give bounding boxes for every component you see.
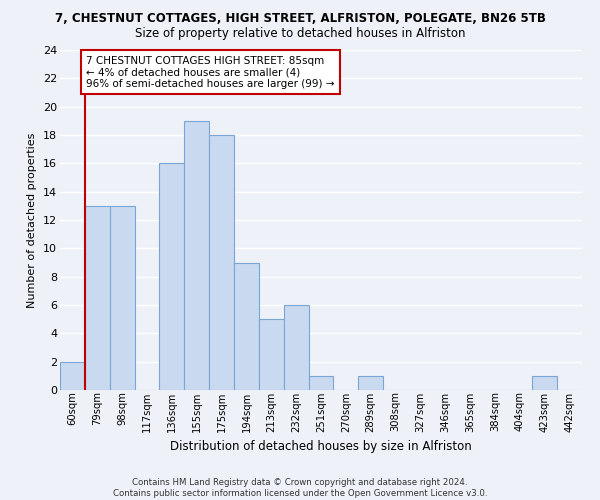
Bar	[184, 121, 209, 390]
Text: Contains HM Land Registry data © Crown copyright and database right 2024.
Contai: Contains HM Land Registry data © Crown c…	[113, 478, 487, 498]
Y-axis label: Number of detached properties: Number of detached properties	[28, 132, 37, 308]
Text: Size of property relative to detached houses in Alfriston: Size of property relative to detached ho…	[135, 28, 465, 40]
Bar	[284, 305, 308, 390]
Text: 7 CHESTNUT COTTAGES HIGH STREET: 85sqm
← 4% of detached houses are smaller (4)
9: 7 CHESTNUT COTTAGES HIGH STREET: 85sqm ←…	[86, 56, 335, 89]
Bar	[259, 319, 284, 390]
Bar	[234, 262, 259, 390]
Text: 7, CHESTNUT COTTAGES, HIGH STREET, ALFRISTON, POLEGATE, BN26 5TB: 7, CHESTNUT COTTAGES, HIGH STREET, ALFRI…	[55, 12, 545, 26]
Bar	[532, 376, 557, 390]
Bar	[160, 164, 184, 390]
Bar	[60, 362, 85, 390]
Bar	[358, 376, 383, 390]
Bar	[308, 376, 334, 390]
Bar	[110, 206, 134, 390]
Bar	[85, 206, 110, 390]
Bar	[209, 135, 234, 390]
X-axis label: Distribution of detached houses by size in Alfriston: Distribution of detached houses by size …	[170, 440, 472, 453]
